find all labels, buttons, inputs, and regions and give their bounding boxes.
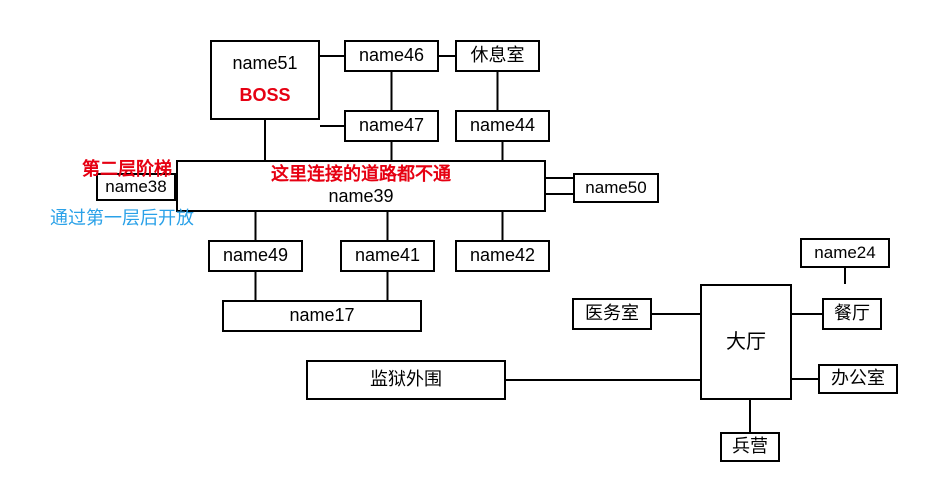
node-name46: name46 <box>344 40 439 72</box>
node-label: name49 <box>223 245 288 267</box>
node-label: name24 <box>814 243 875 263</box>
node-jail-perimeter: 监狱外围 <box>306 360 506 400</box>
node-label: 休息室 <box>471 45 525 67</box>
node-name41: name41 <box>340 240 435 272</box>
node-hall: 大厅 <box>700 284 792 400</box>
node-name47: name47 <box>344 110 439 142</box>
node-rest-room: 休息室 <box>455 40 540 72</box>
node-name50: name50 <box>573 173 659 203</box>
node-label: name17 <box>289 305 354 327</box>
label-second-floor-stair: 第二层阶梯 <box>82 155 172 181</box>
node-label: name39 <box>328 186 393 208</box>
node-label: 办公室 <box>831 368 885 390</box>
node-name24: name24 <box>800 238 890 268</box>
node-dining: 餐厅 <box>822 298 882 330</box>
node-name39-wide: 这里连接的道路都不通 name39 <box>176 160 546 212</box>
node-label: name51 <box>232 53 297 75</box>
node-label: 监狱外围 <box>370 369 442 391</box>
node-medical: 医务室 <box>572 298 652 330</box>
node-label: 大厅 <box>726 330 766 354</box>
node-barracks: 兵营 <box>720 432 780 462</box>
node-sub-boss: BOSS <box>239 85 290 107</box>
node-label: 餐厅 <box>834 303 870 325</box>
node-label: name42 <box>470 245 535 267</box>
node-name44: name44 <box>455 110 550 142</box>
node-name51: name51 BOSS <box>210 40 320 120</box>
node-label: name41 <box>355 245 420 267</box>
node-label: 兵营 <box>732 436 768 458</box>
node-office: 办公室 <box>818 364 898 394</box>
node-label: name46 <box>359 45 424 67</box>
node-top-note: 这里连接的道路都不通 <box>271 164 451 186</box>
node-name17: name17 <box>222 300 422 332</box>
label-unlock-after-floor1: 通过第一层后开放 <box>50 204 194 230</box>
node-label: name50 <box>585 178 646 198</box>
node-label: 医务室 <box>585 303 639 325</box>
node-name42: name42 <box>455 240 550 272</box>
node-name49: name49 <box>208 240 303 272</box>
node-label: name47 <box>359 115 424 137</box>
node-label: name44 <box>470 115 535 137</box>
